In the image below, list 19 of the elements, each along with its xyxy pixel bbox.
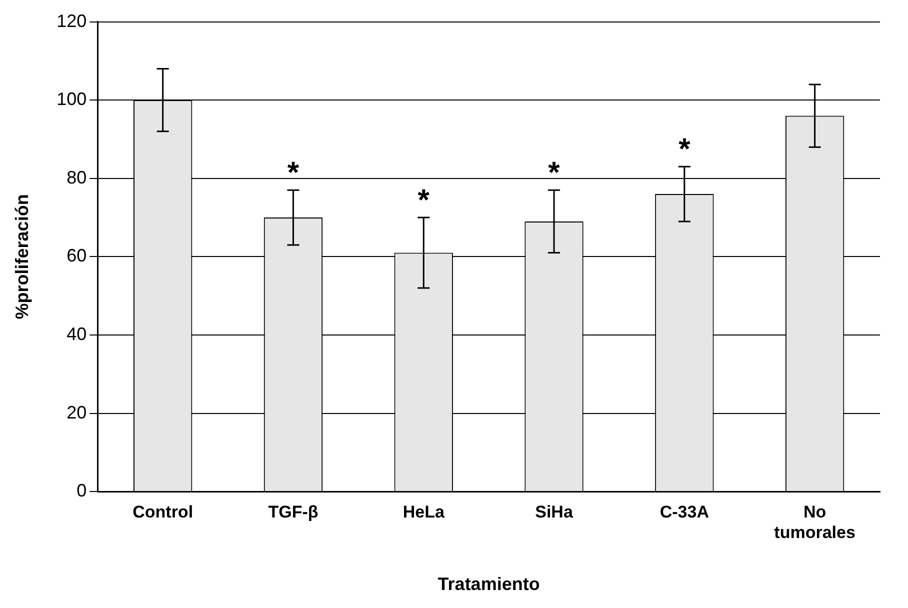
- annotation: *: [548, 156, 560, 190]
- y-tick-label: 80: [66, 167, 87, 188]
- y-tick-label: 0: [76, 480, 87, 501]
- x-tick-label: Control: [132, 502, 194, 522]
- x-tick-label: SiHa: [535, 502, 574, 522]
- annotation: *: [287, 156, 300, 190]
- y-tick-label: 120: [56, 10, 87, 31]
- x-tick-label: TGF-β: [268, 502, 318, 522]
- y-tick-label: 40: [66, 324, 87, 344]
- x-axis-title: Tratamiento: [438, 574, 540, 594]
- annotation: *: [678, 132, 691, 166]
- x-tick-label: HeLa: [402, 502, 445, 522]
- y-axis-title: %proliferación: [12, 194, 32, 320]
- x-tick-label: No tumorales: [774, 502, 856, 542]
- y-tick-label: 100: [56, 89, 87, 110]
- annotation: *: [418, 184, 430, 217]
- x-tick-label: C-33A: [660, 502, 709, 522]
- y-tick-label: 60: [66, 246, 87, 266]
- y-tick-label: 20: [66, 402, 87, 422]
